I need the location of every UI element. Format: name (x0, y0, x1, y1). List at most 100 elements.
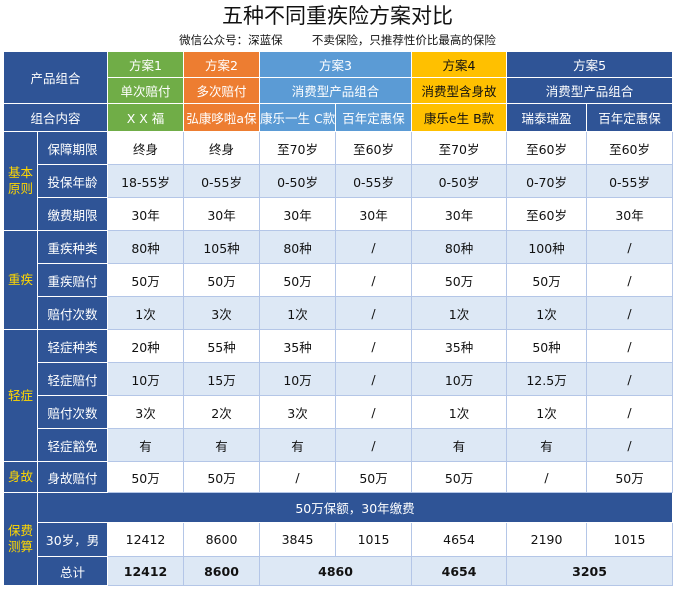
product-4: 百年定惠保 (335, 103, 413, 132)
cell: 20种 (107, 329, 185, 363)
cell: 1次 (411, 296, 508, 330)
cell: 0-55岁 (586, 164, 674, 198)
plan-4-header: 方案4 (411, 51, 508, 78)
cell: 50万 (506, 263, 588, 297)
product-5: 康乐e生 B款 (411, 103, 508, 132)
section-basic: 基本原则 (3, 131, 38, 231)
cell: 80种 (107, 230, 185, 264)
cell: 0-55岁 (335, 164, 413, 198)
cell: 80种 (411, 230, 508, 264)
cell: / (335, 362, 413, 396)
cell: 3次 (259, 395, 337, 429)
cell: 30年 (335, 197, 413, 231)
product-3: 康乐一生 C款 (259, 103, 337, 132)
total-row: 总计 12412 8600 4860 4654 3205 (4, 556, 674, 586)
cell: 3次 (107, 395, 185, 429)
cell: 有 (259, 428, 337, 462)
cell: / (259, 461, 337, 493)
page-title: 五种不同重疾险方案对比 (222, 4, 453, 28)
section-critical: 重疾 (3, 230, 38, 330)
plan-1-header: 方案1 (107, 51, 185, 78)
table-row: 轻症豁免 有 有 有 / 有 有 / (4, 428, 674, 462)
cell: 50万 (411, 263, 508, 297)
cell: 有 (107, 428, 185, 462)
cell: 8600 (183, 522, 261, 557)
row-label: 缴费期限 (36, 197, 109, 231)
cell: 终身 (107, 131, 185, 165)
cell: 30年 (107, 197, 185, 231)
cell: / (586, 230, 674, 264)
cell: 105种 (183, 230, 261, 264)
cell: / (586, 296, 674, 330)
cell: 50万 (411, 461, 508, 493)
cell: 1次 (506, 296, 588, 330)
header-types-row: 单次赔付 多次赔付 消费型产品组合 消费型含身故 消费型产品组合 (4, 77, 674, 104)
cell: 4654 (411, 522, 508, 557)
cell: 50万 (586, 461, 674, 493)
cell: 3845 (259, 522, 337, 557)
cell: 18-55岁 (107, 164, 185, 198)
cell: 30年 (259, 197, 337, 231)
cell: 50万 (107, 461, 185, 493)
cell: / (586, 395, 674, 429)
cell: 0-70岁 (506, 164, 588, 198)
cell: 至60岁 (335, 131, 413, 165)
cell: / (335, 329, 413, 363)
total-cell: 4654 (411, 556, 508, 586)
cell: 0-50岁 (411, 164, 508, 198)
cell: 30年 (183, 197, 261, 231)
table-row: 缴费期限 30年 30年 30年 30年 30年 至60岁 30年 (4, 197, 674, 231)
table-row: 轻症 轻症种类 20种 55种 35种 / 35种 50种 / (3, 329, 674, 462)
cell: 1015 (335, 522, 413, 557)
total-cell: 3205 (506, 556, 674, 586)
product-6: 瑞泰瑞盈 (506, 103, 588, 132)
row-label: 重疾种类 (36, 230, 109, 264)
section-mild: 轻症 (3, 329, 38, 462)
product-2: 弘康哆啦a保 (183, 103, 261, 132)
table-row: 重疾赔付 50万 50万 50万 / 50万 50万 / (4, 263, 674, 297)
cell: 30年 (586, 197, 674, 231)
cell: 2次 (183, 395, 261, 429)
cell: 100种 (506, 230, 588, 264)
plan-1-type: 单次赔付 (107, 77, 185, 104)
cell: / (335, 395, 413, 429)
cell: / (586, 362, 674, 396)
cell: 至70岁 (259, 131, 337, 165)
product-7: 百年定惠保 (586, 103, 674, 132)
cell: / (335, 428, 413, 462)
row-label: 赔付次数 (36, 395, 109, 429)
header-plans-row: 产品组合 方案1 方案2 方案3 方案4 方案5 (2, 51, 674, 104)
cell: / (335, 296, 413, 330)
cell: 0-50岁 (259, 164, 337, 198)
cell: 至70岁 (411, 131, 508, 165)
plan-2-header: 方案2 (183, 51, 261, 78)
cell: / (506, 461, 588, 493)
plan-5-type: 消费型产品组合 (506, 77, 674, 104)
section-death: 身故 (3, 461, 38, 493)
row-label: 身故赔付 (36, 461, 109, 493)
cell: 至60岁 (506, 131, 588, 165)
table-row: 赔付次数 1次 3次 1次 / 1次 1次 / (4, 296, 674, 330)
row-label: 投保年龄 (36, 164, 109, 198)
cell: 50万 (183, 461, 261, 493)
row-label: 重疾赔付 (36, 263, 109, 297)
row-label: 30岁，男 (36, 522, 109, 557)
cell: 终身 (183, 131, 261, 165)
cell: / (586, 428, 674, 462)
premium-note: 50万保额，30年缴费 (36, 492, 674, 523)
cell: 10万 (107, 362, 185, 396)
table-row: 投保年龄 18-55岁 0-55岁 0-50岁 0-55岁 0-50岁 0-70… (4, 164, 674, 198)
row-label: 轻症赔付 (36, 362, 109, 396)
table-row: 赔付次数 3次 2次 3次 / 1次 1次 / (4, 395, 674, 429)
total-cell: 4860 (259, 556, 413, 586)
group-content-header: 组合内容 (2, 103, 109, 132)
cell: / (586, 329, 674, 363)
cell: 15万 (183, 362, 261, 396)
cell: 有 (506, 428, 588, 462)
row-label: 保障期限 (36, 131, 109, 165)
product-group-header: 产品组合 (2, 51, 109, 104)
row-label: 赔付次数 (36, 296, 109, 330)
cell: 1次 (107, 296, 185, 330)
comparison-table: 产品组合 方案1 方案2 方案3 方案4 方案5 单次赔付 多次赔付 消费型产品… (2, 51, 674, 586)
table-row: 轻症赔付 10万 15万 10万 / 10万 12.5万 / (4, 362, 674, 396)
